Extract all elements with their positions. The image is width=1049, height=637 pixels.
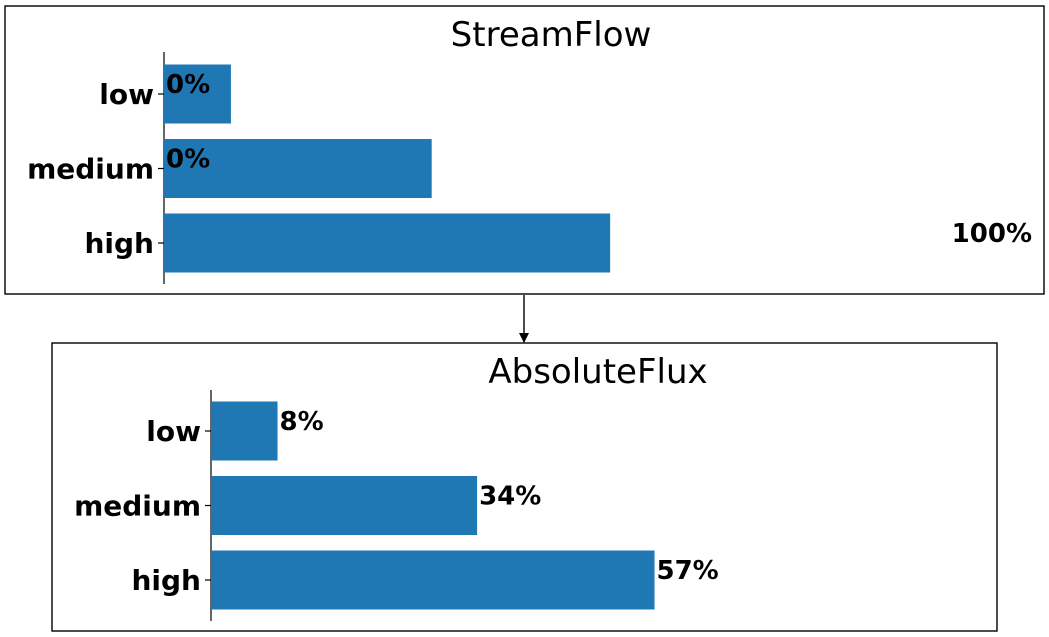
absoluteflux-tick-label-medium: medium bbox=[74, 490, 201, 523]
absoluteflux-panel: AbsoluteFlux low medium high 8% 34% 57% bbox=[51, 342, 998, 632]
streamflow-data-label-medium: 0% bbox=[166, 145, 210, 175]
streamflow-bar-medium bbox=[164, 139, 432, 198]
absoluteflux-bar-medium bbox=[211, 476, 478, 535]
streamflow-bar-low bbox=[164, 64, 231, 124]
absoluteflux-tick-label-low: low bbox=[146, 415, 201, 448]
absoluteflux-data-label-high: 57% bbox=[657, 556, 719, 586]
absoluteflux-bar-low bbox=[211, 401, 278, 461]
absoluteflux-title: AbsoluteFlux bbox=[488, 352, 707, 392]
streamflow-panel: StreamFlow low medium high 0% 0% 100% bbox=[4, 5, 1045, 295]
absoluteflux-data-label-low: 8% bbox=[280, 407, 324, 437]
streamflow-bars: low medium high 0% 0% 100% bbox=[27, 64, 1032, 273]
streamflow-tick-label-low: low bbox=[99, 78, 154, 111]
absoluteflux-bar-high bbox=[211, 550, 655, 610]
streamflow-data-label-low: 0% bbox=[166, 70, 210, 100]
streamflow-bar-high bbox=[164, 213, 611, 273]
streamflow-data-label-high: 100% bbox=[952, 219, 1032, 249]
absoluteflux-bars: low medium high 8% 34% 57% bbox=[74, 401, 719, 610]
absoluteflux-tick-label-high: high bbox=[131, 564, 201, 597]
streamflow-tick-label-high: high bbox=[84, 227, 154, 260]
streamflow-tick-label-medium: medium bbox=[27, 153, 154, 186]
absoluteflux-data-label-medium: 34% bbox=[479, 482, 541, 512]
streamflow-title: StreamFlow bbox=[451, 15, 652, 55]
